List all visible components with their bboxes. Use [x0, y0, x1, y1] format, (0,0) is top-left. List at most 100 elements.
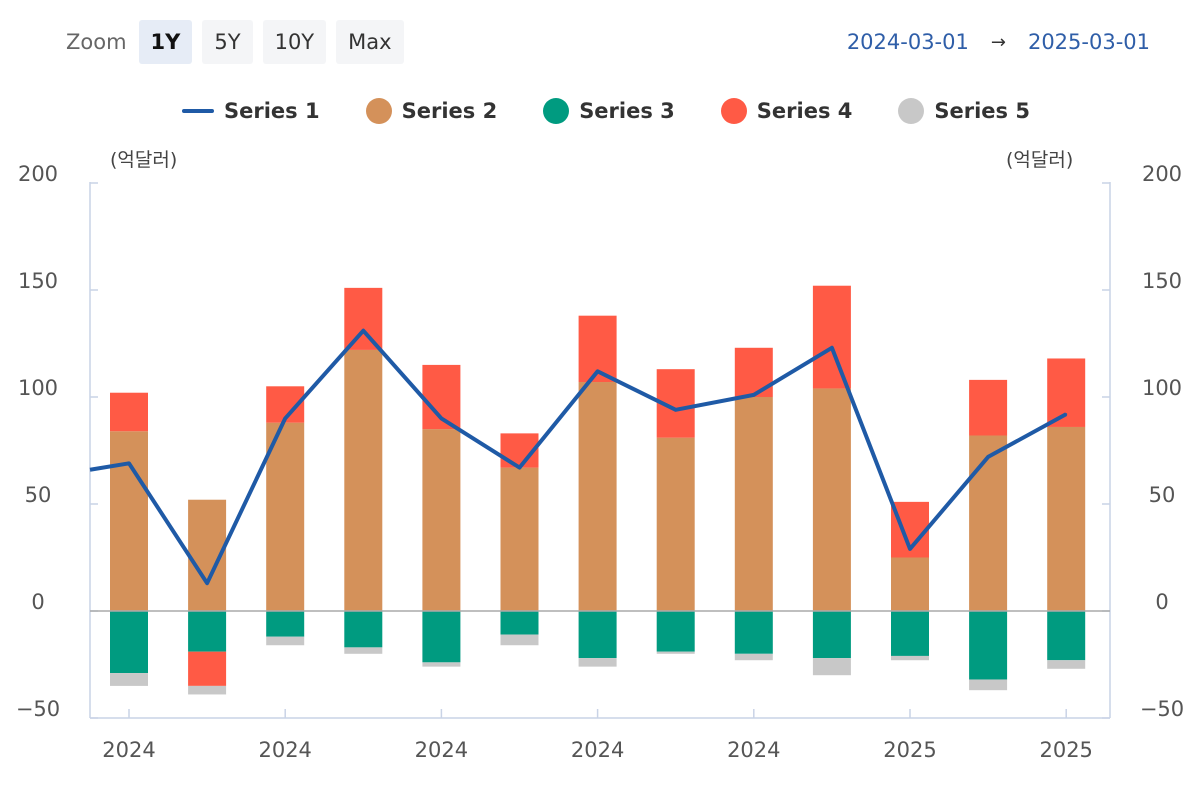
date-range: 2024-03-01 → 2025-03-01 — [847, 20, 1150, 64]
bar-series-3-7 — [578, 611, 617, 659]
y-tick-label-right: 100 — [1142, 376, 1182, 400]
series-1-point-11 — [909, 547, 911, 550]
y-tick-label-left: 200 — [18, 162, 58, 186]
y-tick-label-right: 0 — [1155, 590, 1168, 614]
bar-series-2-9 — [734, 397, 773, 611]
bar-series-4-13 — [1047, 358, 1086, 427]
bar-series-5-2 — [188, 685, 227, 695]
bar-series-2-4 — [344, 349, 383, 611]
range-from[interactable]: 2024-03-01 — [846, 30, 969, 54]
y-tick-label-right: 50 — [1149, 483, 1176, 507]
y-tick-label-right: −50 — [1140, 697, 1184, 721]
bar-series-3-2 — [188, 611, 227, 652]
bar-series-5-13 — [1047, 660, 1086, 669]
legend-symbol — [543, 98, 570, 124]
bar-series-3-13 — [1047, 611, 1086, 661]
x-tick-label: 2024 — [727, 738, 780, 762]
legend-symbol — [365, 98, 392, 124]
zoom-label: Zoom — [66, 30, 127, 54]
series-1-point-7 — [596, 370, 599, 373]
legend-symbol — [898, 98, 925, 124]
series-1-point-13 — [1065, 413, 1068, 416]
y-tick-label-right: 200 — [1142, 162, 1182, 186]
bar-series-4-12 — [969, 379, 1008, 436]
y-tick-label-right: 150 — [1142, 269, 1182, 293]
bar-series-2-5 — [422, 429, 461, 611]
bar-series-3-5 — [422, 611, 461, 663]
legend-label: Series 1 — [224, 99, 320, 123]
x-tick-label: 2025 — [1039, 738, 1092, 762]
range-arrow-icon: → — [990, 31, 1006, 53]
bar-series-5-6 — [500, 634, 539, 646]
zoom-button-max[interactable]: Max — [336, 20, 404, 64]
bar-series-4-9 — [734, 347, 773, 397]
bar-series-2-1 — [110, 431, 148, 611]
y-tick-label-left: 50 — [25, 483, 52, 507]
legend-symbol — [720, 98, 747, 124]
x-tick-label: 2024 — [415, 738, 468, 762]
x-tick-label: 2025 — [883, 738, 936, 762]
series-1-point-10 — [830, 346, 833, 349]
bar-series-3-12 — [969, 611, 1008, 680]
legend-label: Series 5 — [934, 99, 1030, 123]
range-to[interactable]: 2025-03-01 — [1027, 30, 1150, 54]
bar-series-5-1 — [110, 673, 148, 686]
bar-series-3-8 — [656, 611, 695, 652]
bar-series-4-2 — [188, 651, 227, 686]
bar-series-2-10 — [812, 388, 851, 611]
legend-item-series-4[interactable]: Series 4 — [720, 98, 853, 124]
bar-series-2-7 — [578, 382, 617, 611]
y-tick-label-left: 100 — [18, 376, 58, 400]
bar-series-5-3 — [266, 636, 305, 646]
bar-series-3-9 — [734, 611, 773, 654]
series-1-point-3 — [284, 417, 287, 420]
left-axis-unit: (억달러) — [110, 149, 178, 171]
zoom-toolbar: Zoom 1Y 5Y 10Y Max — [66, 20, 404, 64]
legend-label: Series 4 — [756, 99, 853, 123]
bar-series-2-8 — [656, 437, 695, 611]
bar-series-5-10 — [812, 658, 851, 676]
chart-legend: Series 1 Series 2 Series 3 Series 4 Series 5 — [182, 98, 1076, 124]
series-1-point-8 — [674, 408, 677, 411]
right-axis-unit: (억달러) — [1006, 149, 1074, 171]
bar-series-5-5 — [422, 662, 461, 667]
bar-series-2-13 — [1047, 426, 1086, 611]
zoom-button-5y[interactable]: 5Y — [202, 20, 253, 64]
series-1-line — [89, 328, 1068, 586]
bar-series-4-1 — [110, 392, 148, 432]
bar-series-5-11 — [891, 655, 929, 661]
series-1-point-1 — [128, 462, 130, 465]
series-1-point-6 — [518, 466, 521, 469]
bar-series-4-4 — [344, 287, 383, 350]
series-1-point-12 — [987, 455, 990, 458]
legend-symbol — [182, 109, 214, 113]
bar-series-5-9 — [734, 653, 773, 661]
legend-item-series-2[interactable]: Series 2 — [365, 98, 498, 124]
legend-label: Series 2 — [401, 99, 498, 123]
bar-series-2-3 — [266, 422, 305, 611]
legend-item-series-3[interactable]: Series 3 — [543, 98, 675, 124]
bar-series-5-4 — [344, 647, 383, 654]
bar-series-3-10 — [812, 611, 851, 659]
bar-series-5-8 — [656, 651, 695, 654]
y-tick-label-left: 150 — [18, 269, 58, 293]
legend-item-series-1[interactable]: Series 1 — [182, 99, 320, 123]
y-tick-label-left: 0 — [31, 590, 44, 614]
bar-series-2-6 — [500, 467, 539, 611]
bar-series-4-10 — [812, 285, 851, 389]
bar-series-5-12 — [969, 679, 1008, 691]
zoom-button-1y[interactable]: 1Y — [138, 20, 193, 64]
zoom-buttons: 1Y 5Y 10Y Max — [138, 20, 404, 64]
series-1-point-2 — [206, 582, 209, 585]
x-tick-label: 2024 — [102, 738, 155, 762]
legend-item-series-5[interactable]: Series 5 — [898, 98, 1030, 124]
series-1-point-4 — [362, 329, 365, 332]
x-tick-label: 2024 — [258, 738, 311, 762]
x-tick-label: 2024 — [571, 738, 624, 762]
legend-label: Series 3 — [579, 99, 675, 123]
series-1-point-9 — [752, 393, 755, 396]
bar-series-3-11 — [891, 611, 929, 656]
y-tick-label-left: −50 — [16, 697, 60, 721]
series-1-point-5 — [440, 417, 443, 420]
zoom-button-10y[interactable]: 10Y — [262, 20, 327, 64]
